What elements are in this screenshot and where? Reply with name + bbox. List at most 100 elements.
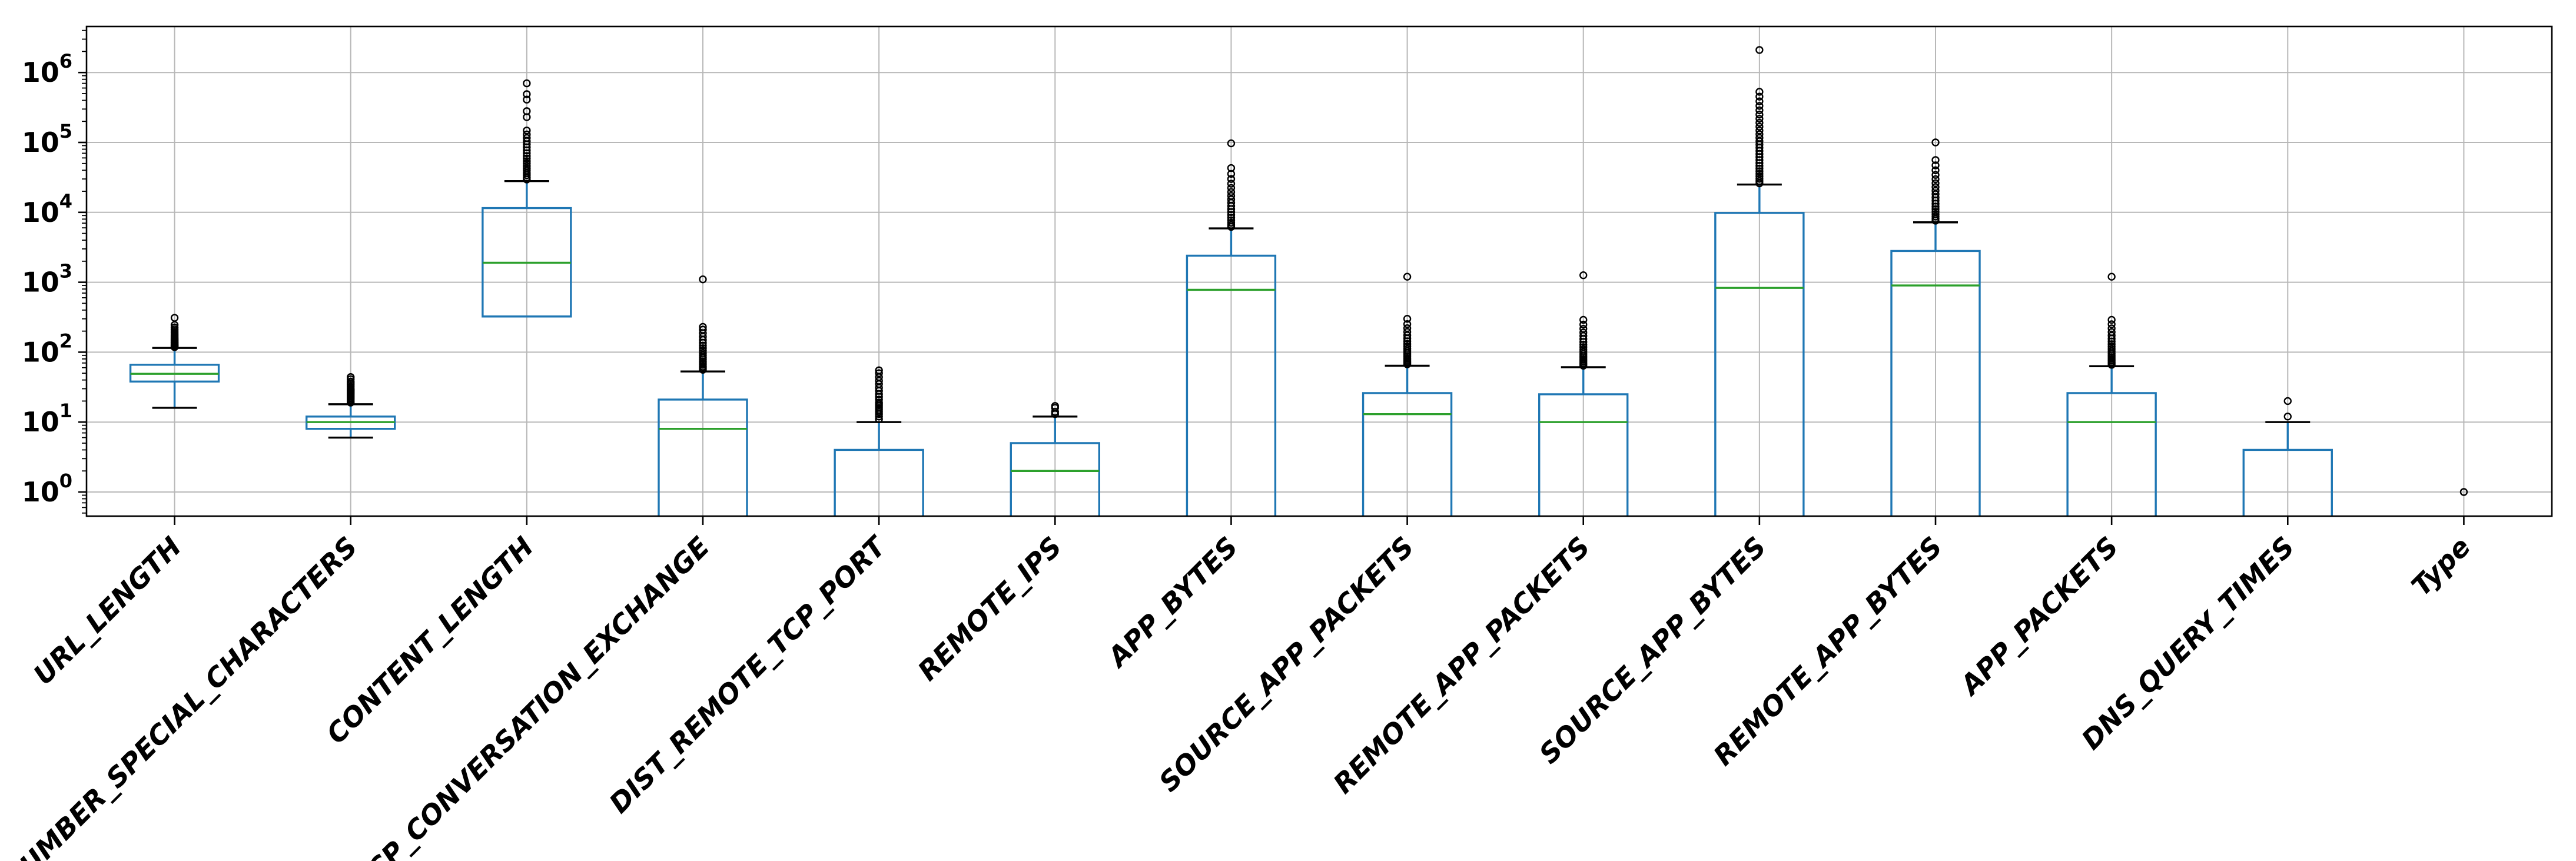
flier-point [2459, 488, 2468, 496]
box-NUMBER_SPECIAL_CHARACTERS [306, 373, 396, 439]
box-SOURCE_APP_PACKETS [1362, 272, 1453, 516]
flier-point [1755, 97, 1764, 105]
flier-point [170, 314, 179, 322]
flier-point [2283, 397, 2292, 405]
flier-point [1755, 46, 1764, 54]
flier-point [2107, 320, 2116, 328]
flier-point [1403, 340, 1412, 348]
flier-point [875, 366, 883, 374]
flier-point [1227, 211, 1236, 219]
flier-point [1931, 210, 1940, 218]
flier-point [875, 415, 883, 423]
box-rect [1890, 250, 1981, 516]
flier-point [1931, 179, 1940, 188]
flier-point [2107, 343, 2116, 351]
flier-point [2107, 272, 2116, 281]
flier-point [523, 79, 531, 88]
flier-point [1755, 172, 1764, 181]
flier-point [523, 90, 531, 98]
flier-point [1755, 177, 1764, 185]
flier-point [2107, 345, 2116, 353]
flier-point [170, 323, 179, 332]
flier-point [1755, 162, 1764, 170]
flier-point [1755, 102, 1764, 110]
flier-point [2107, 315, 2116, 324]
flier-point [699, 349, 707, 357]
flier-point [1403, 342, 1412, 351]
flier-point [1755, 118, 1764, 127]
flier-point [523, 164, 531, 172]
flier-point [523, 134, 531, 142]
y-tick-label-10e3: 103 [22, 260, 72, 298]
flier-point [699, 323, 707, 331]
flier-point [2283, 413, 2292, 421]
flier-point [1931, 183, 1940, 191]
box-rect [306, 415, 396, 430]
flier-point [1227, 179, 1236, 188]
flier-point [1931, 212, 1940, 221]
box-REMOTE_APP_PACKETS [1538, 271, 1629, 516]
flier-point [1755, 88, 1764, 96]
flier-point [1227, 184, 1236, 192]
flier-point [1403, 315, 1412, 323]
flier-point [1403, 328, 1412, 336]
flier-point [1227, 195, 1236, 204]
flier-point [699, 347, 707, 355]
flier-point [1931, 187, 1940, 195]
flier-point [1403, 272, 1412, 281]
flier-point [1403, 344, 1412, 353]
flier-point [699, 325, 707, 334]
flier-point [1931, 205, 1940, 214]
box-rect [482, 207, 572, 318]
flier-point [1227, 192, 1236, 200]
flier-point [1403, 320, 1412, 328]
y-tick-label-10e1: 101 [22, 400, 72, 438]
flier-point [1931, 166, 1940, 174]
flier-point [1579, 340, 1588, 349]
box-rect [1186, 254, 1277, 516]
flier-point [1931, 208, 1940, 216]
flier-point [1227, 175, 1236, 183]
flier-point [1755, 134, 1764, 142]
box-rect [129, 364, 220, 383]
flier-point [1579, 343, 1588, 351]
flier-point [875, 395, 883, 404]
flier-point [1755, 122, 1764, 131]
flier-point [523, 127, 531, 135]
grid [87, 26, 2552, 516]
box-REMOTE_APP_BYTES [1890, 138, 1981, 516]
y-tick-label-10e0: 100 [22, 470, 72, 508]
flier-point [523, 152, 531, 160]
box-SOURCE_APP_BYTES [1714, 46, 1805, 516]
flier-point [1755, 106, 1764, 115]
flier-point [1579, 315, 1588, 324]
flier-point [2107, 328, 2116, 336]
flier-point [1755, 175, 1764, 183]
y-axis: 100 101 102 103 104 105 106 [22, 29, 87, 514]
flier-point [1579, 345, 1588, 354]
flier-point [1755, 92, 1764, 101]
flier-point [1227, 164, 1236, 172]
box-URL_LENGTH [129, 314, 220, 409]
y-tick-label-10e4: 104 [22, 190, 72, 228]
flier-point [1227, 188, 1236, 197]
y-tick-label-10e6: 106 [22, 50, 72, 88]
flier-point [523, 162, 531, 170]
flier-point [523, 159, 531, 168]
flier-point [1227, 216, 1236, 224]
flier-point [1227, 139, 1236, 148]
flier-point [1227, 218, 1236, 227]
flier-point [875, 377, 883, 385]
flier-point [1755, 167, 1764, 175]
flier-point [1931, 156, 1940, 164]
flier-point [1931, 138, 1940, 147]
flier-point [1579, 324, 1588, 333]
flier-point [699, 275, 707, 284]
flier-point [1755, 169, 1764, 178]
flier-point [1579, 271, 1588, 280]
flier-point [1051, 402, 1059, 410]
box-rect [1538, 393, 1629, 516]
flier-point [1579, 348, 1588, 356]
flier-point [523, 107, 531, 115]
